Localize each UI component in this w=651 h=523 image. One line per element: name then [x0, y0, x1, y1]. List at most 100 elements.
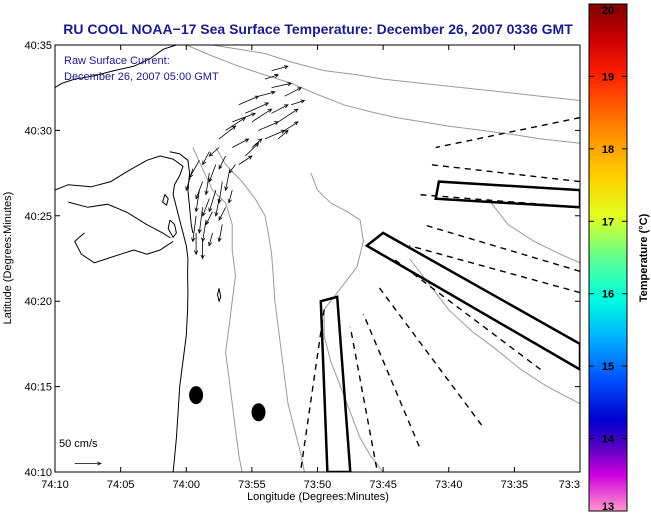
current-vector-head	[284, 129, 289, 135]
current-vector-head	[218, 216, 223, 221]
surface-current-vectors	[185, 65, 306, 260]
depth-contour	[212, 45, 580, 101]
x-tick-label: 73:40	[435, 479, 463, 491]
current-vector	[251, 108, 272, 123]
current-vector	[192, 215, 197, 242]
current-vector	[208, 189, 217, 212]
current-vector-head	[244, 138, 250, 143]
colorbar-gradient	[588, 3, 628, 512]
current-vector-head	[287, 82, 293, 87]
current-vector	[284, 121, 299, 131]
current-vector	[245, 102, 269, 114]
chart-title: RU COOL NOAA−17 Sea Surface Temperature:…	[63, 21, 573, 37]
current-vector	[202, 198, 210, 217]
dashed-line	[435, 116, 580, 149]
x-tick-label: 74:10	[41, 479, 69, 491]
current-vector-head	[297, 87, 302, 92]
current-vector-head	[208, 207, 213, 213]
survey-box	[319, 295, 352, 472]
current-vector-head	[208, 177, 213, 183]
x-tick-label: 74:00	[173, 479, 201, 491]
current-vector-head	[251, 112, 257, 117]
current-vector	[208, 232, 213, 246]
current-vector-head	[247, 155, 253, 160]
current-vector-head	[293, 121, 299, 126]
y-tick-label: 40:10	[24, 467, 52, 479]
current-vector	[205, 211, 213, 225]
current-vector	[208, 164, 217, 182]
current-vector	[251, 138, 262, 148]
colorbar: 20 19 18 17 16 15 14 13 Temperature (°C)	[588, 3, 650, 513]
plot-background	[55, 45, 580, 472]
current-vector-head	[264, 102, 270, 107]
current-vector	[271, 65, 289, 71]
station-markers	[189, 386, 266, 422]
plot-area	[54, 44, 581, 473]
y-tick-label: 40:35	[24, 40, 52, 52]
current-vector-head	[202, 160, 207, 166]
current-vector-head	[231, 125, 237, 130]
coastline-inner-shore	[74, 232, 174, 264]
current-vector	[271, 82, 292, 88]
current-vector	[205, 173, 210, 195]
current-vector	[218, 181, 223, 203]
coastline-bay-shore	[68, 201, 171, 239]
colorbar-tick-label: 20	[602, 5, 614, 17]
depth-contour	[215, 147, 305, 472]
current-vector	[202, 220, 207, 242]
dashed-line	[392, 257, 542, 371]
colorbar-ticks: 20 19 18 17 16 15 14 13	[589, 3, 627, 513]
current-vector-head	[217, 198, 222, 204]
current-vector-head	[228, 169, 233, 174]
x-tick-label: 74:05	[107, 479, 135, 491]
y-tick-label: 40:25	[24, 211, 52, 223]
y-tick-label: 40:20	[24, 296, 52, 308]
colorbar-tick-label: 17	[602, 216, 614, 228]
current-vector-head	[283, 104, 289, 109]
current-vector	[232, 138, 249, 148]
current-vector-head	[293, 108, 299, 113]
current-vector	[258, 121, 279, 131]
current-vector	[198, 207, 203, 233]
current-vector	[228, 190, 233, 203]
x-tick-label: 73:55	[238, 479, 266, 491]
x-tick-label: 73:3	[559, 479, 580, 491]
current-vector	[218, 207, 226, 221]
current-vector	[258, 91, 276, 97]
dashed-line	[362, 313, 420, 447]
current-vector-head	[208, 241, 213, 247]
current-vector	[291, 100, 305, 106]
scale-vector	[74, 461, 102, 466]
current-vector-head	[205, 220, 210, 226]
current-vector	[195, 190, 200, 212]
current-vector	[277, 130, 289, 140]
current-vector-head	[194, 250, 199, 256]
current-vector	[245, 142, 259, 157]
current-vector	[238, 155, 253, 165]
current-vector	[185, 168, 194, 191]
current-vector	[238, 95, 259, 106]
current-vector-head	[224, 186, 229, 192]
x-tick-label: 73:45	[369, 479, 397, 491]
current-vector	[215, 198, 220, 216]
current-vector	[225, 117, 246, 131]
y-tick-label: 40:15	[24, 382, 52, 394]
x-axis-ticks: 74:10 74:05 74:00 73:55 73:50 73:45 73:40 73:35…	[41, 45, 581, 491]
current-vector	[264, 130, 285, 140]
dashed-line	[428, 163, 580, 183]
dashed-line	[300, 309, 325, 468]
current-vector	[264, 74, 279, 80]
overlay-lines	[300, 116, 580, 472]
legend-line-1: Raw Surface Current:	[64, 55, 170, 67]
dashed-line	[376, 283, 483, 426]
y-axis-label: Latitude (Degrees:Minutes)	[2, 192, 14, 325]
coastline-island	[216, 288, 222, 303]
colorbar-tick-label: 16	[602, 289, 614, 301]
current-vector-head	[185, 186, 190, 191]
current-vector-head	[214, 211, 219, 217]
current-vector	[228, 164, 236, 174]
current-vector-head	[218, 164, 223, 170]
current-vector	[218, 155, 226, 169]
coastline-island	[167, 219, 177, 239]
